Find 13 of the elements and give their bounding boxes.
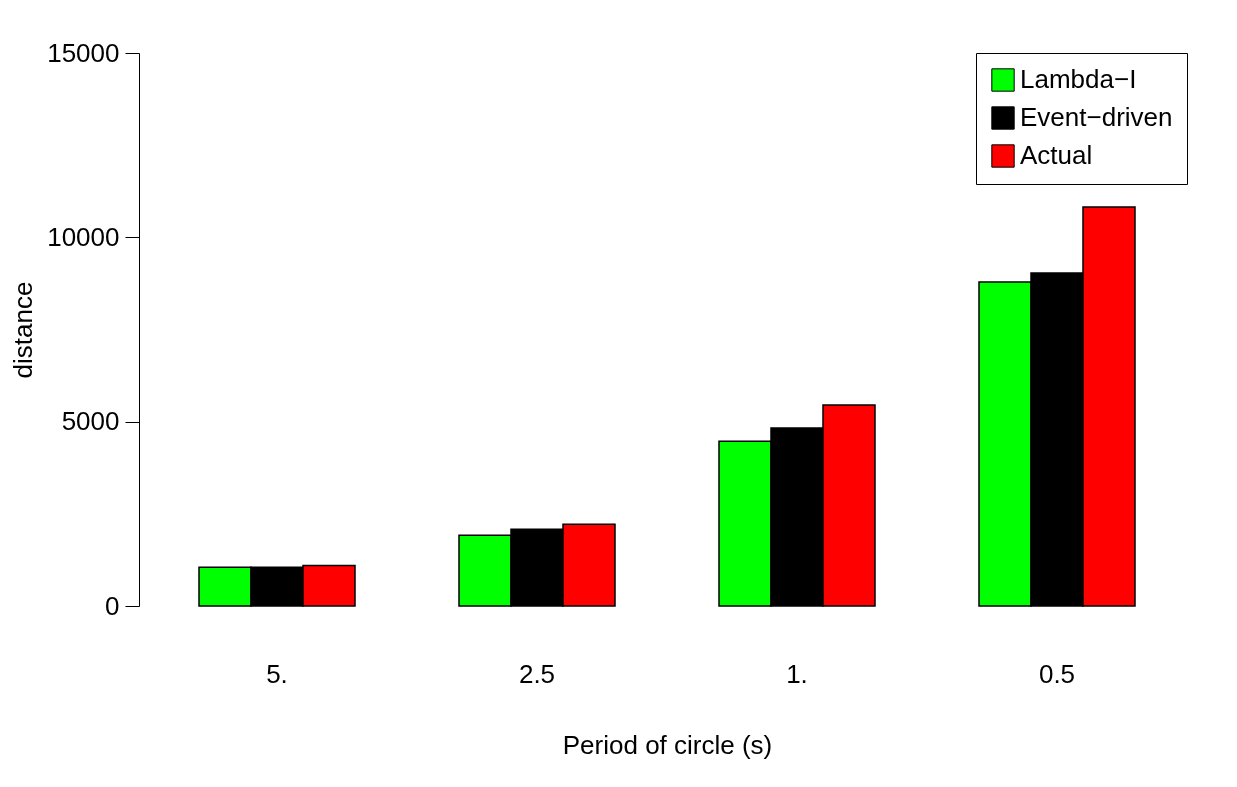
y-tick-label: 5000	[61, 406, 120, 437]
x-axis-title: Period of circle (s)	[562, 729, 773, 760]
legend-label: Actual	[1020, 140, 1093, 170]
legend-label: Lambda−I	[1020, 64, 1137, 94]
y-tick-label: 10000	[47, 221, 120, 252]
y-tick-label: 0	[105, 590, 120, 621]
x-tick-label: 2.5	[518, 658, 556, 689]
x-tick-label: 5.	[266, 658, 288, 689]
y-axis-title: distance	[8, 281, 39, 379]
x-tick-label: 0.5	[1038, 658, 1076, 689]
legend-label: Event−driven	[1020, 102, 1173, 132]
y-tick-label: 15000	[47, 37, 120, 68]
x-tick-label: 1.	[786, 658, 808, 689]
